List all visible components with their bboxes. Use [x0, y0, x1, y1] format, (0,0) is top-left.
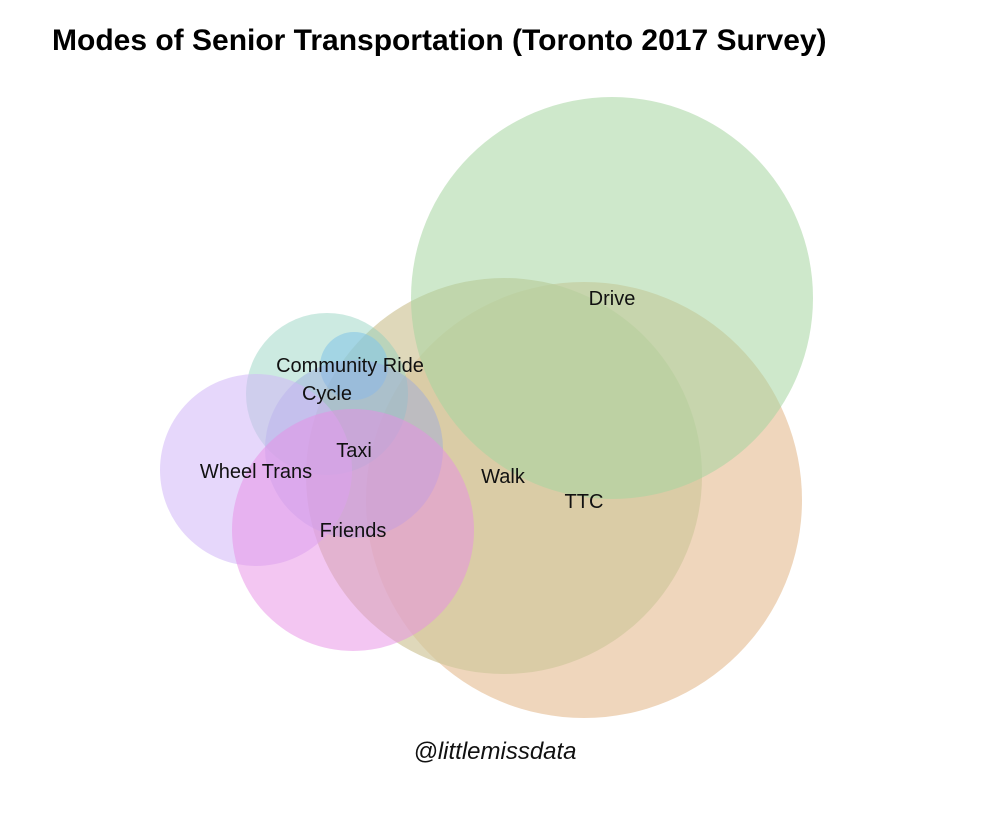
label-community-ride: Community Ride — [276, 355, 424, 377]
venn-circles — [160, 97, 813, 718]
label-taxi: Taxi — [336, 440, 372, 462]
credit-handle: @littlemissdata — [413, 738, 577, 765]
label-walk: Walk — [481, 466, 526, 488]
label-wheel-trans: Wheel Trans — [200, 461, 312, 483]
label-friends: Friends — [320, 520, 387, 542]
chart-title: Modes of Senior Transportation (Toronto … — [52, 24, 827, 57]
label-ttc: TTC — [565, 491, 604, 513]
circle-drive — [411, 97, 813, 499]
venn-labels: Drive Community Ride Cycle Taxi Wheel Tr… — [200, 288, 635, 542]
circle-friends — [232, 409, 474, 651]
circle-cycle — [320, 332, 388, 400]
label-drive: Drive — [589, 288, 636, 310]
label-cycle: Cycle — [302, 383, 352, 405]
